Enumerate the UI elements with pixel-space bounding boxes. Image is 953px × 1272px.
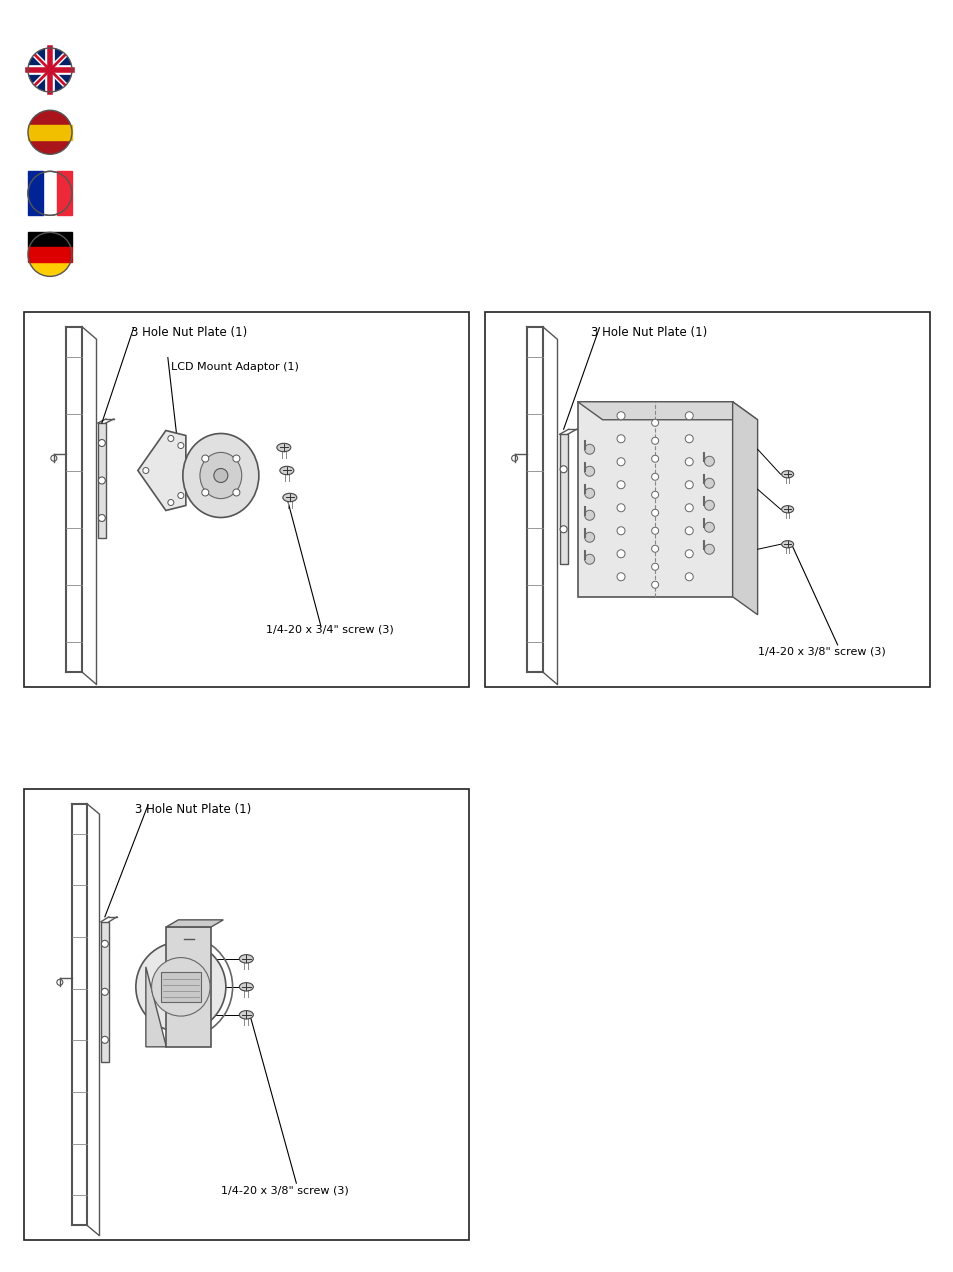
Circle shape	[617, 481, 624, 488]
Text: 1/4-20 x 3/8" screw (3): 1/4-20 x 3/8" screw (3)	[221, 1186, 349, 1196]
Polygon shape	[137, 430, 186, 510]
Circle shape	[202, 455, 209, 462]
Circle shape	[651, 563, 658, 570]
Circle shape	[177, 492, 184, 499]
Circle shape	[684, 481, 693, 488]
Bar	[161, 972, 201, 1002]
Bar	[28, 233, 71, 247]
Ellipse shape	[781, 506, 793, 513]
Circle shape	[651, 528, 658, 534]
Circle shape	[617, 572, 624, 581]
Ellipse shape	[276, 444, 291, 452]
Circle shape	[584, 555, 594, 565]
Text: 1/4-20 x 3/4" screw (3): 1/4-20 x 3/4" screw (3)	[266, 625, 394, 635]
Bar	[28, 247, 71, 262]
Bar	[24, 789, 469, 1240]
Ellipse shape	[28, 111, 71, 154]
Circle shape	[617, 412, 624, 420]
Circle shape	[168, 435, 173, 441]
Circle shape	[584, 467, 594, 476]
Circle shape	[559, 525, 566, 533]
Circle shape	[584, 488, 594, 499]
Ellipse shape	[781, 541, 793, 548]
Ellipse shape	[239, 955, 253, 963]
Circle shape	[651, 509, 658, 516]
Bar	[101, 922, 109, 1062]
Bar	[98, 424, 106, 538]
Bar	[24, 312, 469, 687]
Bar	[57, 172, 71, 215]
Circle shape	[684, 458, 693, 466]
Ellipse shape	[183, 434, 258, 518]
Circle shape	[703, 457, 714, 467]
Ellipse shape	[781, 471, 793, 478]
Text: 1/4-20 x 3/8" screw (3): 1/4-20 x 3/8" screw (3)	[757, 647, 884, 656]
Circle shape	[213, 468, 228, 482]
Circle shape	[584, 444, 594, 454]
Ellipse shape	[282, 494, 296, 501]
Circle shape	[177, 443, 184, 449]
Bar	[28, 172, 43, 215]
Bar	[577, 402, 732, 597]
Circle shape	[651, 455, 658, 462]
Circle shape	[101, 1037, 109, 1043]
Circle shape	[651, 420, 658, 426]
Circle shape	[168, 500, 173, 505]
Circle shape	[617, 504, 624, 511]
Circle shape	[651, 546, 658, 552]
Ellipse shape	[28, 48, 71, 92]
Text: LCD Mount Adaptor (1): LCD Mount Adaptor (1)	[171, 361, 298, 371]
Circle shape	[651, 438, 658, 444]
Ellipse shape	[28, 172, 71, 215]
Circle shape	[98, 440, 105, 446]
Circle shape	[651, 473, 658, 481]
Circle shape	[703, 478, 714, 488]
Bar	[559, 434, 567, 565]
Polygon shape	[166, 920, 223, 927]
Text: 3 Hole Nut Plate (1): 3 Hole Nut Plate (1)	[591, 326, 707, 338]
Ellipse shape	[239, 1011, 253, 1019]
Circle shape	[559, 466, 566, 473]
Circle shape	[101, 940, 109, 948]
Circle shape	[98, 514, 105, 522]
Bar	[166, 927, 212, 1047]
Text: 3 Hole Nut Plate (1): 3 Hole Nut Plate (1)	[131, 326, 247, 338]
Circle shape	[684, 435, 693, 443]
Circle shape	[703, 544, 714, 555]
Ellipse shape	[135, 941, 226, 1032]
Circle shape	[684, 504, 693, 511]
Circle shape	[651, 491, 658, 499]
Ellipse shape	[28, 233, 71, 276]
Bar	[484, 312, 929, 687]
Circle shape	[202, 488, 209, 496]
Circle shape	[101, 988, 109, 996]
Circle shape	[703, 523, 714, 532]
Circle shape	[651, 581, 658, 588]
Circle shape	[584, 510, 594, 520]
Circle shape	[233, 488, 239, 496]
Ellipse shape	[239, 983, 253, 991]
Ellipse shape	[200, 453, 241, 499]
Circle shape	[617, 527, 624, 534]
Ellipse shape	[152, 958, 210, 1016]
Circle shape	[143, 468, 149, 473]
Circle shape	[684, 412, 693, 420]
Circle shape	[98, 477, 105, 485]
Polygon shape	[146, 967, 166, 1047]
Circle shape	[684, 550, 693, 557]
Circle shape	[617, 550, 624, 557]
Circle shape	[684, 527, 693, 534]
Circle shape	[617, 435, 624, 443]
Ellipse shape	[279, 467, 294, 474]
Text: 3 Hole Nut Plate (1): 3 Hole Nut Plate (1)	[135, 803, 251, 815]
Circle shape	[233, 455, 239, 462]
Bar	[28, 125, 71, 140]
Circle shape	[703, 500, 714, 510]
Circle shape	[617, 458, 624, 466]
Circle shape	[684, 572, 693, 581]
Circle shape	[584, 532, 594, 542]
Polygon shape	[577, 402, 757, 420]
Polygon shape	[732, 402, 757, 614]
